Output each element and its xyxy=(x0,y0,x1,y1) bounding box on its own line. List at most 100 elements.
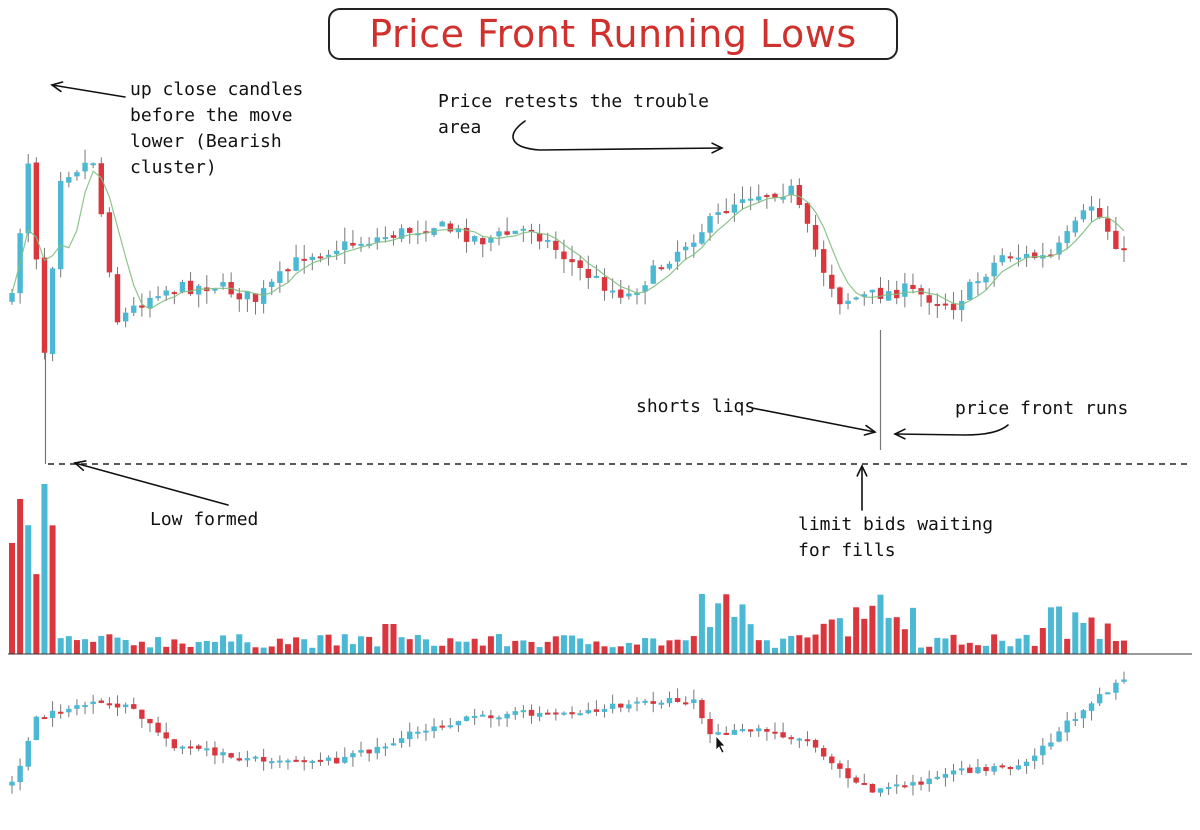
annotation-front-runs: price front runs xyxy=(955,398,1129,419)
candle-body xyxy=(325,254,332,257)
candle-body xyxy=(528,709,535,716)
candle-body xyxy=(1048,254,1054,257)
volume-bar xyxy=(934,637,941,654)
candle-body xyxy=(212,747,218,756)
candle-body xyxy=(642,285,648,292)
candle-body xyxy=(431,726,437,732)
candle-body xyxy=(585,710,591,714)
volume-bar xyxy=(431,645,438,654)
candle-body xyxy=(1023,761,1030,766)
volume-bar xyxy=(309,647,316,654)
candle-body xyxy=(333,250,340,255)
candle-body xyxy=(723,732,729,735)
candle-body xyxy=(601,277,608,291)
candle-body xyxy=(674,698,681,703)
candle-body xyxy=(780,197,786,200)
candle-body xyxy=(561,251,567,260)
candle-body xyxy=(1121,679,1127,682)
candle-body xyxy=(260,288,267,304)
candle-body xyxy=(1048,742,1054,747)
volume-bar xyxy=(98,635,105,654)
bearish-cluster-arrow xyxy=(51,84,126,98)
volume-bar xyxy=(33,574,40,654)
candle-body xyxy=(1088,703,1095,711)
volume-bar xyxy=(585,644,592,654)
candle-body xyxy=(342,756,348,763)
candle-body xyxy=(536,712,543,717)
candle-body xyxy=(764,729,770,732)
candle-body xyxy=(285,269,291,272)
candle-body xyxy=(934,776,941,779)
volume-bar xyxy=(893,617,900,654)
candle-body xyxy=(601,709,608,712)
volume-panel xyxy=(9,484,1127,654)
candle-body xyxy=(423,730,429,733)
volume-bar xyxy=(642,637,649,654)
candle-body xyxy=(845,768,851,779)
candle-body xyxy=(666,697,673,704)
candle-body xyxy=(407,731,413,740)
volume-bar xyxy=(252,647,259,654)
volume-bar xyxy=(447,638,454,654)
candle-body xyxy=(463,228,470,242)
candle-body xyxy=(122,312,129,322)
volume-bar xyxy=(682,640,689,654)
candle-body xyxy=(561,712,567,715)
volume-bar xyxy=(414,634,421,654)
volume-bar xyxy=(293,637,300,654)
candle-body xyxy=(49,710,56,718)
candle-body xyxy=(1007,767,1014,770)
volume-bar xyxy=(918,647,925,654)
annotation-arrows xyxy=(50,81,1009,511)
shorts-liqs-arrow-head xyxy=(863,424,877,436)
candle-body xyxy=(106,703,113,706)
candle-body xyxy=(658,267,665,270)
candle-body xyxy=(804,739,811,742)
candle-body xyxy=(577,713,583,716)
volume-bar xyxy=(1039,627,1046,654)
volume-bar xyxy=(455,641,462,654)
candle-body xyxy=(512,230,518,235)
volume-bar xyxy=(601,646,608,654)
candle-body xyxy=(496,231,502,237)
candle-body xyxy=(25,740,31,767)
candle-body xyxy=(1072,220,1078,233)
candle-body xyxy=(82,162,88,172)
candle-body xyxy=(682,246,689,251)
volume-bar xyxy=(317,635,324,654)
candle-body xyxy=(398,738,405,743)
volume-bar xyxy=(341,634,348,654)
candle-body xyxy=(577,260,583,269)
candle-body xyxy=(585,269,591,278)
candle-body xyxy=(244,758,251,761)
candle-body xyxy=(195,745,202,749)
candle-body xyxy=(650,701,656,704)
volume-bar xyxy=(804,637,811,654)
candle-body xyxy=(812,740,819,748)
candle-body xyxy=(390,743,397,746)
candle-body xyxy=(317,256,324,259)
candle-body xyxy=(520,710,527,713)
candle-body xyxy=(658,702,665,705)
candle-body xyxy=(609,703,616,709)
candle-body xyxy=(147,297,153,308)
candle-body xyxy=(536,233,543,242)
candle-body xyxy=(350,242,356,246)
candle-body xyxy=(910,284,916,289)
candle-body xyxy=(869,783,876,793)
volume-bar xyxy=(138,641,145,654)
volume-bar xyxy=(1056,606,1063,654)
candle-body xyxy=(545,239,551,242)
candle-body xyxy=(569,712,575,715)
candle-body xyxy=(228,753,234,758)
candle-body xyxy=(98,700,104,703)
volume-bar xyxy=(73,640,80,654)
candle-body xyxy=(772,193,778,199)
candle-body xyxy=(1023,253,1030,259)
volume-bar xyxy=(390,624,397,654)
volume-bar xyxy=(1080,622,1087,654)
candle-body xyxy=(236,293,242,300)
candle-body xyxy=(999,765,1005,768)
candle-body xyxy=(975,767,981,774)
